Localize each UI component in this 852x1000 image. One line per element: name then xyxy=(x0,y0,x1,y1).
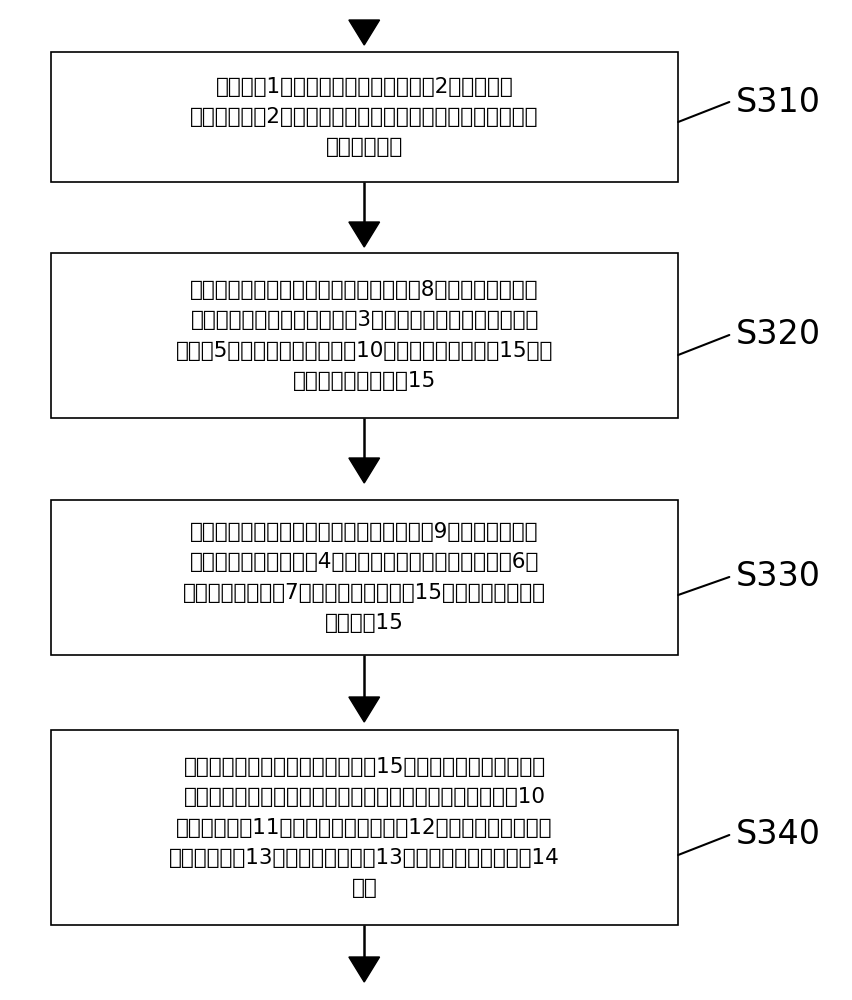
Text: S340: S340 xyxy=(734,818,820,852)
Polygon shape xyxy=(348,458,379,483)
Text: 使两束激光中的另一束激光经由上变频模块9输出的微波信号
驱动的第二电光调制器4调制为探测光，再经正交扰偏器6扰
偏后，经光隔离器7后再从待测单模光纤15的另一端: 使两束激光中的另一束激光经由上变频模块9输出的微波信号 驱动的第二电光调制器4调… xyxy=(183,522,545,633)
Text: S320: S320 xyxy=(734,318,820,352)
Polygon shape xyxy=(348,222,379,247)
Bar xyxy=(51,52,677,182)
Text: 令激光器1发出的激光进入光纤耦合器2的输入端，
经光纤耦合器2后分为功率相同的两束激光，分别用于调制泵
浦光和探测光: 令激光器1发出的激光进入光纤耦合器2的输入端， 经光纤耦合器2后分为功率相同的两… xyxy=(190,77,538,157)
Text: S310: S310 xyxy=(734,86,820,118)
Text: S330: S330 xyxy=(734,560,820,593)
Polygon shape xyxy=(348,20,379,45)
Polygon shape xyxy=(348,697,379,722)
Bar xyxy=(51,500,677,655)
Bar xyxy=(51,730,677,925)
Polygon shape xyxy=(348,957,379,982)
Bar xyxy=(51,253,677,418)
Text: 使泵浦光和探测光在待测单模光纤15中相互作用，产生背向受
激布里渊散射信号，背向受激布里渊散射信号经第一环形器10
、第二环形器11后进入光纤光栅滤波器12，滤: 使泵浦光和探测光在待测单模光纤15中相互作用，产生背向受 激布里渊散射信号，背向… xyxy=(169,757,560,898)
Text: 使两束激光中的一束激光经由捷变频模块8输出的第一路电脉
冲信号驱动的第一电光调制器3调制为泵浦光，再经掺饵光纤
放大器5放大后，经第一环形器10后再从待测单模光: 使两束激光中的一束激光经由捷变频模块8输出的第一路电脉 冲信号驱动的第一电光调制… xyxy=(176,280,553,391)
